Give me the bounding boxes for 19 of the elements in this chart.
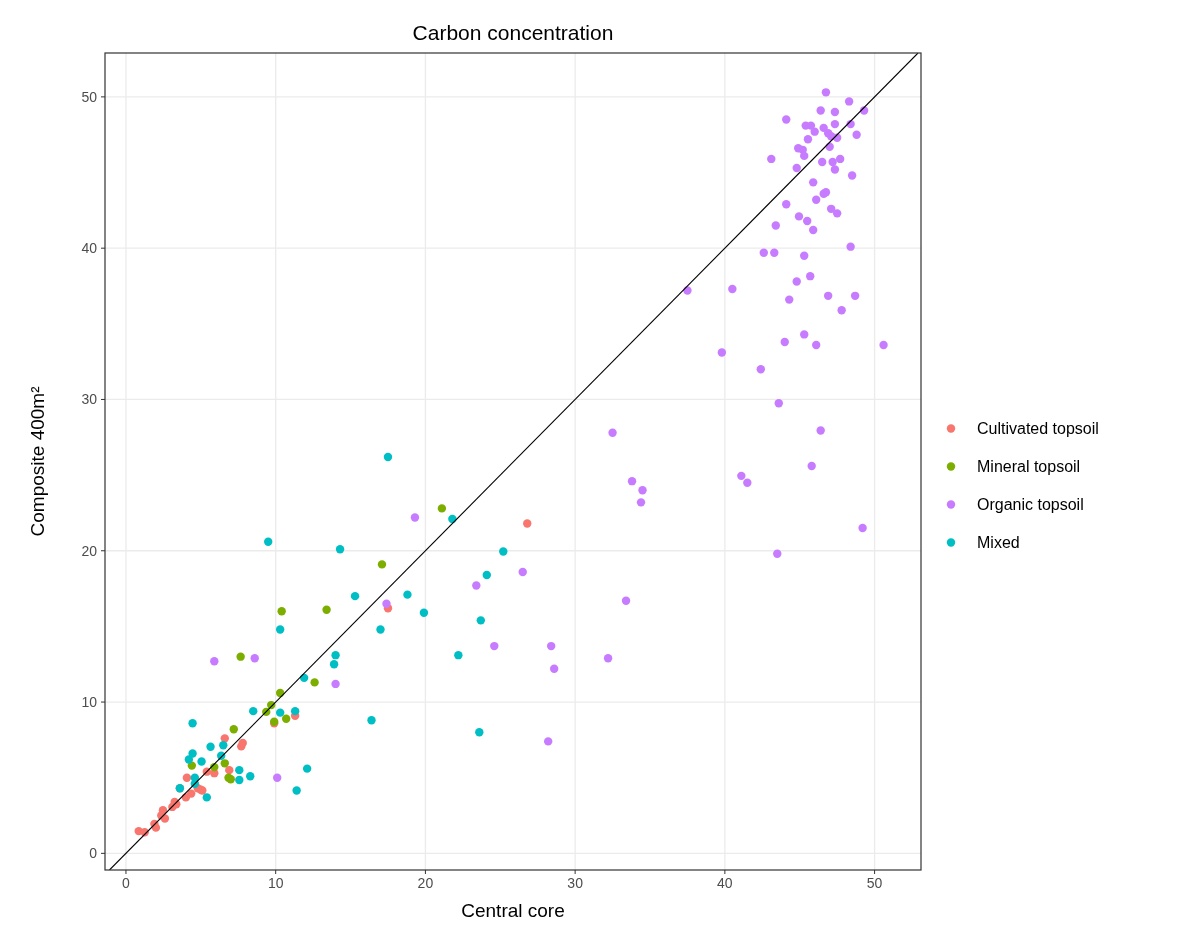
chart-title: Carbon concentration xyxy=(412,21,614,44)
x-axis-title: Central core xyxy=(461,900,565,921)
legend-label: Mineral topsoil xyxy=(977,458,1081,476)
x-tick-label: 0 xyxy=(122,875,131,891)
x-tick-label: 10 xyxy=(267,875,284,891)
x-tick-label: 20 xyxy=(417,875,434,891)
legend-label: Mixed xyxy=(977,534,1020,552)
y-tick-label: 50 xyxy=(81,88,98,105)
legend-label: Cultivated topsoil xyxy=(977,420,1099,438)
y-axis-title: Composite 400m² xyxy=(27,386,48,537)
y-tick-label: 40 xyxy=(81,240,98,257)
x-tick-label: 30 xyxy=(567,875,584,891)
x-tick-label: 40 xyxy=(717,875,733,891)
y-tick-label: 30 xyxy=(81,391,98,408)
y-tick-label: 0 xyxy=(89,845,98,862)
x-tick-label: 50 xyxy=(866,875,883,891)
y-tick-label: 10 xyxy=(81,693,98,710)
legend-label: Organic topsoil xyxy=(977,496,1084,514)
y-tick-label: 20 xyxy=(81,542,98,559)
